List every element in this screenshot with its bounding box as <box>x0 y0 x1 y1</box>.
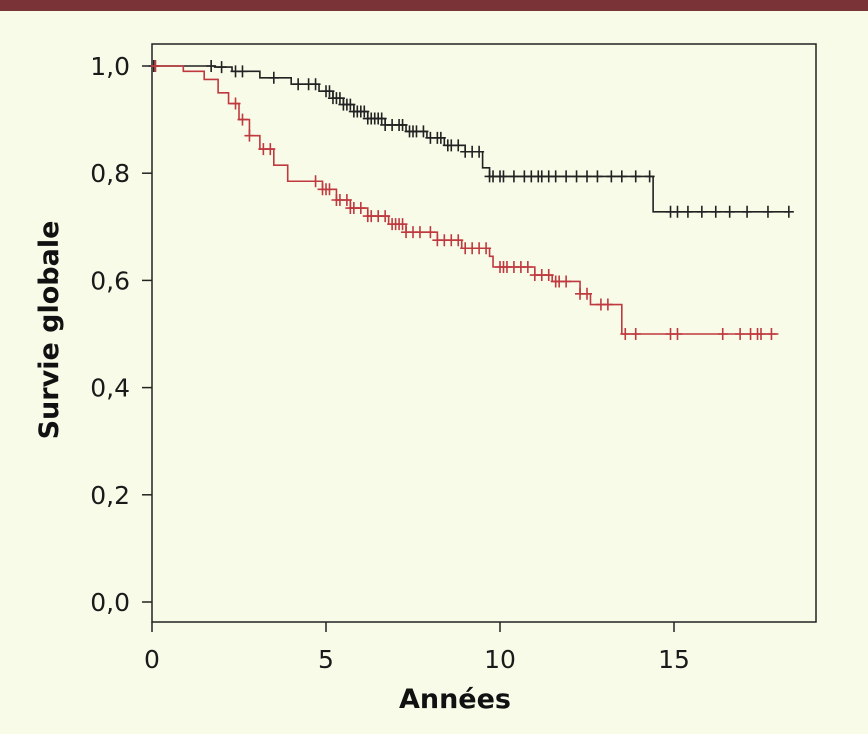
x-axis: 0 5 10 15 <box>144 622 690 674</box>
series-1-censor-mark <box>582 170 592 183</box>
series-1-censor-mark <box>630 170 641 183</box>
series-2-censor-mark <box>543 269 554 282</box>
series-1-censor-mark <box>293 78 304 91</box>
series-2-censor-mark <box>310 175 321 188</box>
series-2-censor-mark <box>244 129 255 142</box>
series-2-censor-mark <box>620 328 631 340</box>
series-1-censor-mark <box>324 85 335 98</box>
series-2-censor-mark <box>735 328 746 340</box>
series-1-censor-mark <box>206 60 217 72</box>
series-1-censor-mark <box>418 125 429 138</box>
series-2-censor-mark <box>150 60 161 72</box>
series-1-censor-mark <box>571 170 582 183</box>
y-tick-label: 0,6 <box>90 266 130 295</box>
series-1-censor-mark <box>592 170 603 183</box>
x-tick-label: 5 <box>318 645 334 674</box>
x-tick-label: 15 <box>658 645 690 674</box>
series-1-line <box>152 65 789 213</box>
series-1-censor-mark <box>453 139 464 152</box>
series-1-censor-mark <box>762 205 773 218</box>
series-2-censor-mark <box>453 234 464 247</box>
series-2-censor-mark <box>717 328 728 340</box>
series-2-censor-mark <box>425 226 436 239</box>
x-axis-title: Années <box>399 684 511 715</box>
series-1-censor-mark <box>237 65 248 78</box>
series-group <box>148 60 794 340</box>
series-2-censor-mark <box>414 226 425 239</box>
series-1-censor-mark <box>397 118 408 131</box>
series-1-censor-mark <box>606 170 617 183</box>
series-2-censor-mark <box>380 210 391 223</box>
series-2-censor-mark <box>481 242 492 255</box>
y-tick-label: 0,2 <box>90 481 130 510</box>
series-1-censor-mark <box>724 205 735 218</box>
series-1-censor-mark <box>710 205 721 218</box>
series-2-censor-mark <box>324 183 335 196</box>
series-1-censor-mark <box>644 170 655 183</box>
top-accent-bar <box>0 0 868 11</box>
y-axis: 0,0 0,2 0,4 0,6 0,8 1,0 <box>90 52 152 617</box>
series-1-censor-mark <box>672 205 683 218</box>
series-2-censor-mark <box>672 328 683 340</box>
series-1-censor-mark <box>216 61 227 74</box>
series-1-censor-mark <box>498 170 509 183</box>
series-2-censor-mark <box>602 298 613 311</box>
series-2-censor-mark <box>265 143 276 156</box>
series-2-censor-mark <box>230 97 241 110</box>
x-tick-label: 10 <box>484 645 516 674</box>
series-1-censor-mark <box>696 205 707 218</box>
series-2-censor-mark <box>561 275 572 288</box>
series-1-censor-mark <box>359 105 370 118</box>
series-1-censor-mark <box>345 98 356 111</box>
series-1-censor-mark <box>783 205 794 218</box>
y-tick-label: 0,4 <box>90 374 130 403</box>
y-axis-title: Survie globale <box>34 221 65 440</box>
series-1-censor-mark <box>682 205 693 218</box>
series-1-censor-mark <box>310 78 321 91</box>
series-1-censor-mark <box>616 170 627 183</box>
series-1-censor-mark <box>742 205 753 218</box>
series-2-censor-mark <box>766 328 777 340</box>
series-1-censor-mark <box>376 112 387 125</box>
series-1-censor-mark <box>474 145 485 158</box>
y-tick-label: 1,0 <box>90 52 130 81</box>
series-1-censor-mark <box>334 92 345 105</box>
series-1-censor-mark <box>435 131 446 144</box>
series-2-censor-mark <box>582 287 592 300</box>
series-2-censor-mark <box>756 328 766 340</box>
x-tick-label: 0 <box>144 645 160 674</box>
series-2-censor-mark <box>630 328 641 340</box>
series-2-censor-mark <box>397 218 408 231</box>
series-1-censor-mark <box>550 170 561 183</box>
y-tick-label: 0,0 <box>90 588 130 617</box>
series-1-censor-mark <box>561 170 572 183</box>
series-2-censor-mark <box>237 113 248 126</box>
y-tick-label: 0,8 <box>90 159 130 188</box>
plot-frame <box>151 43 817 623</box>
series-1-censor-mark <box>508 170 519 183</box>
series-2-line <box>152 65 779 335</box>
series-2-censor-mark <box>355 202 366 215</box>
series-1-censor-mark <box>268 71 279 84</box>
series-2-censor-mark <box>522 261 533 273</box>
series-2-censor-mark <box>341 194 352 206</box>
